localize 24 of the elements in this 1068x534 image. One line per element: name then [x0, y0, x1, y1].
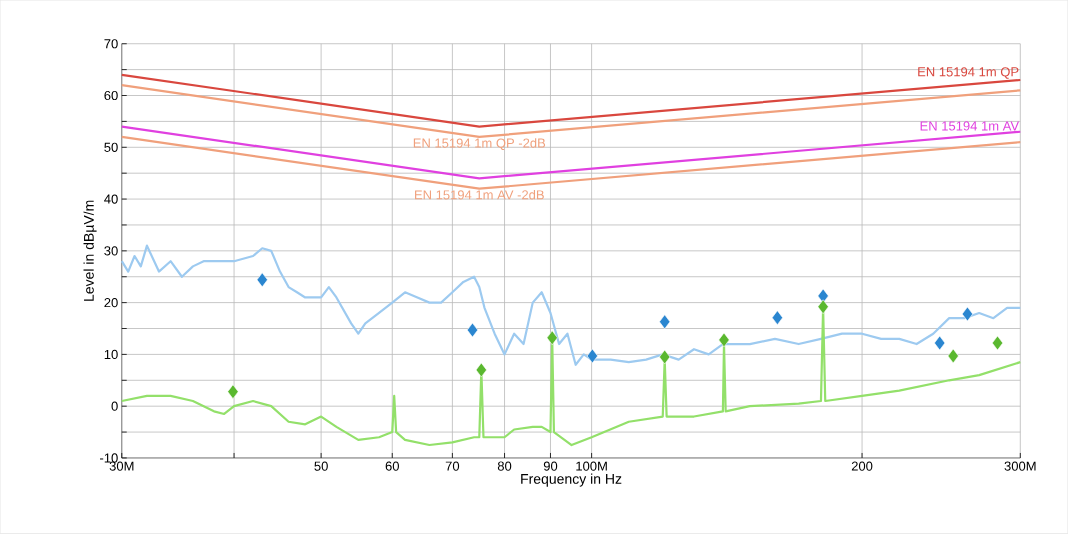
- x-tick-label: 100M: [576, 461, 607, 471]
- x-tick-label: 90: [543, 461, 558, 471]
- x-tick-label: 50: [314, 461, 328, 471]
- y-tick-label: 40: [104, 194, 118, 204]
- series-label: EN 15194 1m AV -2dB: [415, 190, 544, 200]
- y-tick-label: 70: [104, 39, 118, 49]
- y-tick-label: -10: [100, 453, 118, 463]
- x-tick-label: 30M: [109, 461, 134, 471]
- y-tick-label: 20: [104, 298, 118, 308]
- y-tick-label: 50: [104, 142, 118, 153]
- y-tick-label: 30: [104, 246, 118, 256]
- y-tick-label: 10: [104, 349, 118, 360]
- series-label: EN 15194 1m AV: [920, 121, 1020, 131]
- x-tick-label: 70: [445, 461, 460, 471]
- x-tick-label: 60: [385, 461, 399, 471]
- y-tick-label: 0: [111, 401, 118, 411]
- y-tick-label: 60: [104, 91, 118, 101]
- x-axis-title: Frequency in Hz: [521, 473, 622, 487]
- x-tick-label: 200: [851, 461, 873, 471]
- x-tick-label: 80: [497, 461, 512, 471]
- series-label: EN 15194 1m QP -2dB: [413, 138, 546, 151]
- x-tick-label: 300M: [1004, 461, 1036, 471]
- y-axis-title: Level in dBµV/m: [83, 200, 97, 301]
- series-label: EN 15194 1m QP: [918, 67, 1019, 79]
